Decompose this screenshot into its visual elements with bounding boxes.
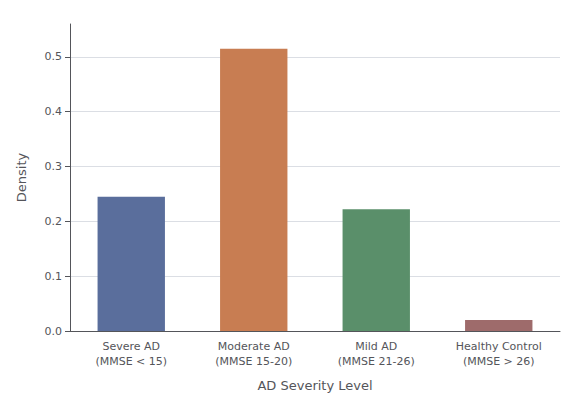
svg-text:Density: Density xyxy=(14,152,29,202)
svg-text:Healthy Control: Healthy Control xyxy=(456,340,542,353)
svg-text:Mild AD: Mild AD xyxy=(355,340,397,353)
svg-text:0.5: 0.5 xyxy=(45,50,63,63)
svg-text:0.2: 0.2 xyxy=(45,215,63,228)
svg-text:Moderate AD: Moderate AD xyxy=(218,340,290,353)
svg-text:(MMSE > 26): (MMSE > 26) xyxy=(463,355,535,368)
svg-text:(MMSE 15-20): (MMSE 15-20) xyxy=(215,355,292,368)
svg-text:(MMSE < 15): (MMSE < 15) xyxy=(95,355,167,368)
svg-text:AD Severity Level: AD Severity Level xyxy=(257,378,372,393)
svg-text:0.1: 0.1 xyxy=(45,270,63,283)
svg-text:0.4: 0.4 xyxy=(45,105,63,118)
svg-text:Severe AD: Severe AD xyxy=(102,340,160,353)
svg-text:0.3: 0.3 xyxy=(45,160,63,173)
svg-text:0.0: 0.0 xyxy=(45,325,63,338)
svg-text:(MMSE 21-26): (MMSE 21-26) xyxy=(338,355,415,368)
